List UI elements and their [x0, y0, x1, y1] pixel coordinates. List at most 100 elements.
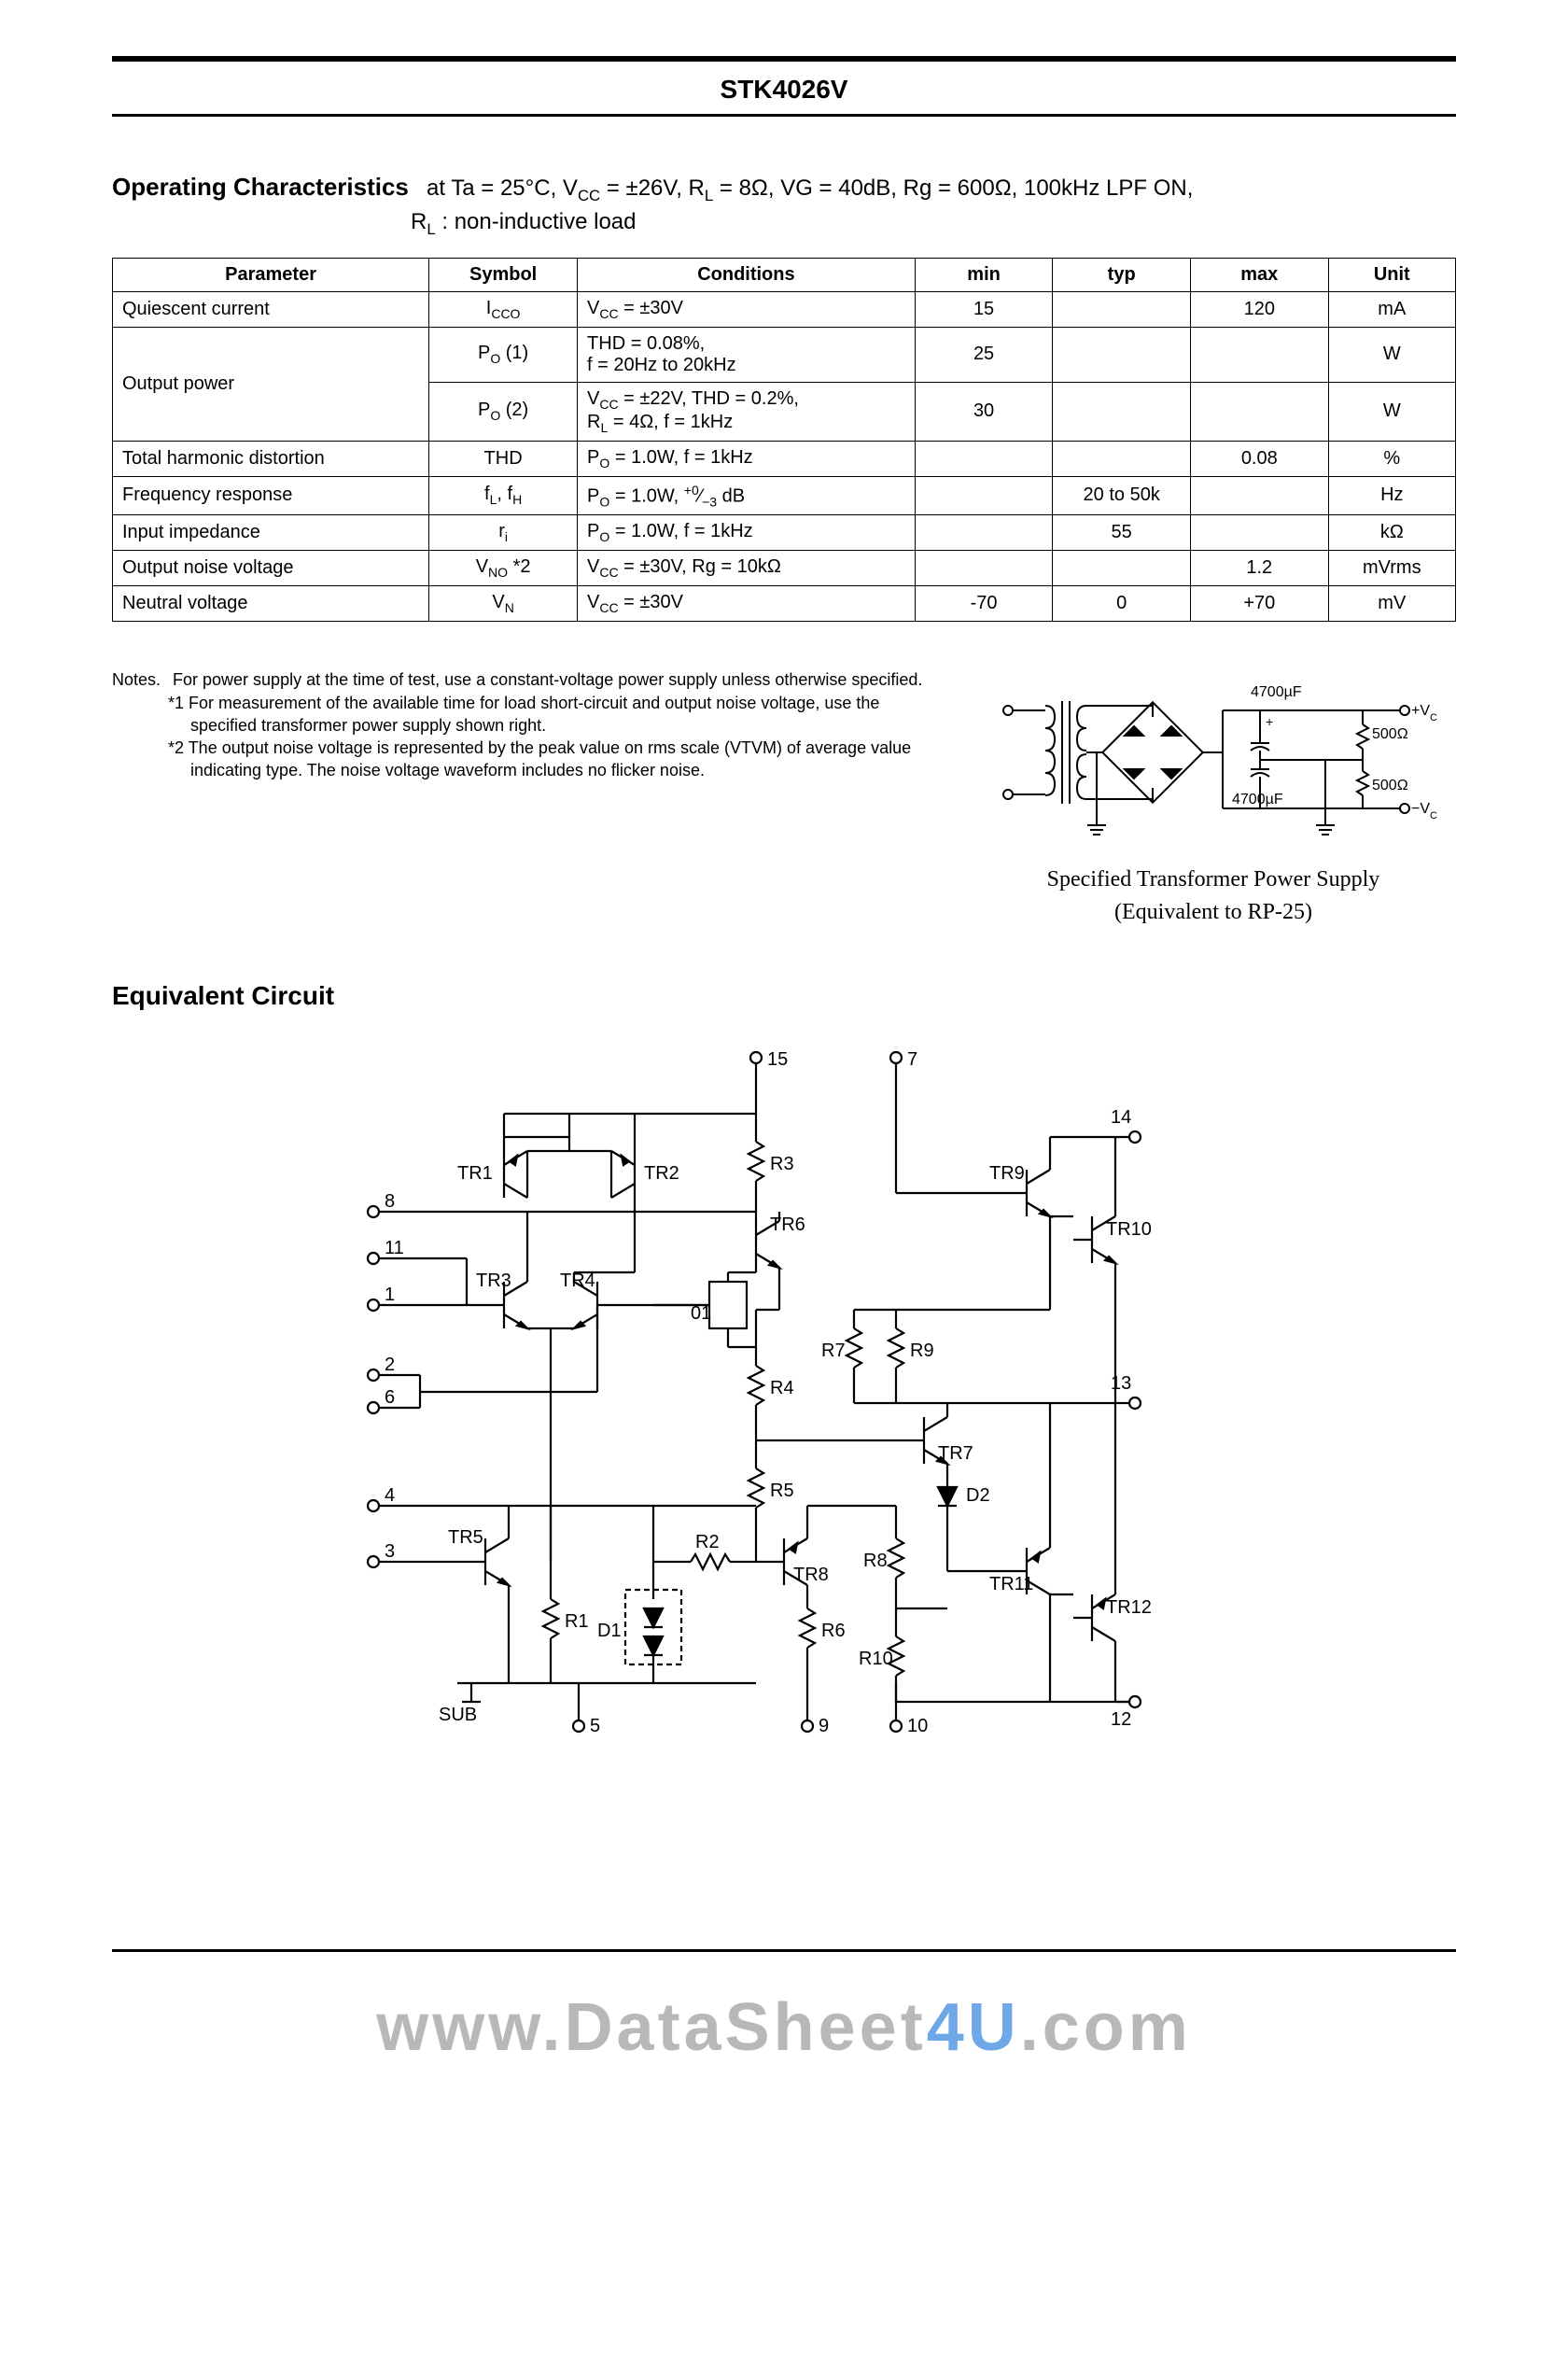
cell-cond: VCC = ±30V, Rg = 10kΩ: [578, 551, 916, 586]
cell-cond: VCC = ±30V: [578, 586, 916, 622]
cell-max: 0.08: [1190, 441, 1328, 476]
supply-caption-2: (Equivalent to RP-25): [971, 900, 1456, 925]
cell-param: Total harmonic distortion: [113, 441, 429, 476]
cell-param: Output power: [113, 327, 429, 441]
cell-sym: THD: [429, 441, 578, 476]
cell-cond: VCC = ±22V, THD = 0.2%,RL = 4Ω, f = 1kHz: [578, 382, 916, 441]
cell-unit: W: [1328, 327, 1455, 382]
part-number-title: STK4026V: [112, 69, 1456, 117]
cell-max: [1190, 476, 1328, 515]
cell-typ: [1053, 551, 1191, 586]
notes-and-supply-row: Notes. For power supply at the time of t…: [112, 668, 1456, 925]
svg-text:+: +: [1266, 714, 1273, 729]
cell-unit: mVrms: [1328, 551, 1455, 586]
notes-column: Notes. For power supply at the time of t…: [112, 668, 943, 925]
cell-max: 1.2: [1190, 551, 1328, 586]
equivalent-circuit-svg: 15 7 14: [317, 1030, 1251, 1832]
svg-text:15: 15: [767, 1049, 788, 1070]
svg-text:R4: R4: [770, 1378, 794, 1398]
cell-sym: ri: [429, 515, 578, 551]
watermark-accent: 4U: [927, 1990, 1020, 2065]
cell-typ: [1053, 441, 1191, 476]
svg-text:R1: R1: [565, 1611, 589, 1632]
svg-text:R3: R3: [770, 1154, 794, 1174]
svg-text:3: 3: [385, 1541, 395, 1562]
supply-diagram-column: + 4700µF 4700µF 500Ω 500Ω +VCC −VCC Spec…: [971, 668, 1456, 925]
svg-text:14: 14: [1111, 1107, 1131, 1128]
note-2: *2 The output noise voltage is represent…: [168, 737, 943, 782]
cell-typ: 0: [1053, 586, 1191, 622]
svg-text:R2: R2: [695, 1532, 720, 1552]
cell-sym: VNO *2: [429, 551, 578, 586]
cell-cond: THD = 0.08%,f = 20Hz to 20kHz: [578, 327, 916, 382]
notes-main: For power supply at the time of test, us…: [173, 668, 938, 691]
svg-text:R6: R6: [821, 1621, 846, 1641]
cell-min: 15: [915, 291, 1053, 327]
svg-text:01: 01: [691, 1303, 711, 1324]
cap-bot-label: 4700µF: [1232, 792, 1283, 807]
cell-max: [1190, 327, 1328, 382]
svg-text:9: 9: [819, 1716, 829, 1736]
cell-min: 30: [915, 382, 1053, 441]
op-char-heading: Operating Characteristics: [112, 173, 409, 201]
col-min: min: [915, 258, 1053, 291]
svg-text:8: 8: [385, 1191, 395, 1212]
svg-text:TR5: TR5: [448, 1527, 483, 1548]
cell-max: [1190, 515, 1328, 551]
cell-sym: PO (1): [429, 327, 578, 382]
table-row: Input impedance ri PO = 1.0W, f = 1kHz 5…: [113, 515, 1456, 551]
cell-typ: 55: [1053, 515, 1191, 551]
col-typ: typ: [1053, 258, 1191, 291]
cell-cond: PO = 1.0W, f = 1kHz: [578, 515, 916, 551]
cell-unit: %: [1328, 441, 1455, 476]
r-top-label: 500Ω: [1372, 726, 1408, 742]
svg-text:R10: R10: [859, 1649, 893, 1669]
svg-text:1: 1: [385, 1285, 395, 1305]
svg-text:R8: R8: [863, 1551, 888, 1571]
op-char-conditions-1: at Ta = 25°C, VCC = ±26V, RL = 8Ω, VG = …: [420, 176, 1193, 201]
table-row: Frequency response fL, fH PO = 1.0W, +0⁄…: [113, 476, 1456, 515]
svg-text:13: 13: [1111, 1373, 1131, 1394]
svg-text:R5: R5: [770, 1481, 794, 1501]
cell-min: [915, 551, 1053, 586]
cell-unit: Hz: [1328, 476, 1455, 515]
cap-top-label: 4700µF: [1251, 684, 1302, 700]
cell-typ: [1053, 291, 1191, 327]
svg-text:TR8: TR8: [793, 1565, 829, 1585]
cell-sym: PO (2): [429, 382, 578, 441]
svg-text:R7: R7: [821, 1341, 846, 1361]
svg-text:D2: D2: [966, 1485, 990, 1506]
svg-text:5: 5: [590, 1716, 600, 1736]
vcc-neg-label: −VCC: [1411, 801, 1437, 821]
svg-text:TR3: TR3: [476, 1271, 511, 1291]
watermark: www.DataSheet4U.com: [112, 1989, 1456, 2066]
cell-unit: W: [1328, 382, 1455, 441]
cell-max: [1190, 382, 1328, 441]
cell-min: [915, 476, 1053, 515]
cell-max: +70: [1190, 586, 1328, 622]
table-row: Neutral voltage VN VCC = ±30V -70 0 +70 …: [113, 586, 1456, 622]
cell-cond: VCC = ±30V: [578, 291, 916, 327]
watermark-suffix: .com: [1020, 1990, 1192, 2065]
operating-characteristics-table: Parameter Symbol Conditions min typ max …: [112, 258, 1456, 623]
table-row: Output power PO (1) THD = 0.08%,f = 20Hz…: [113, 327, 1456, 382]
cell-cond: PO = 1.0W, f = 1kHz: [578, 441, 916, 476]
notes-lead: Notes.: [112, 668, 168, 691]
col-symbol: Symbol: [429, 258, 578, 291]
svg-text:10: 10: [907, 1716, 928, 1736]
cell-typ: [1053, 327, 1191, 382]
cell-min: [915, 441, 1053, 476]
svg-text:TR2: TR2: [644, 1163, 679, 1184]
equivalent-circuit-wrap: 15 7 14: [112, 1030, 1456, 1837]
table-row: Output noise voltage VNO *2 VCC = ±30V, …: [113, 551, 1456, 586]
note-1: *1 For measurement of the available time…: [168, 692, 943, 737]
col-max: max: [1190, 258, 1328, 291]
operating-characteristics-section: Operating Characteristics at Ta = 25°C, …: [112, 173, 1456, 622]
svg-text:TR1: TR1: [457, 1163, 493, 1184]
equivalent-circuit-heading: Equivalent Circuit: [112, 981, 1456, 1011]
cell-unit: mV: [1328, 586, 1455, 622]
svg-text:6: 6: [385, 1387, 395, 1408]
svg-text:TR11: TR11: [989, 1574, 1033, 1594]
vcc-pos-label: +VCC: [1411, 703, 1437, 723]
cell-sym: ICCO: [429, 291, 578, 327]
